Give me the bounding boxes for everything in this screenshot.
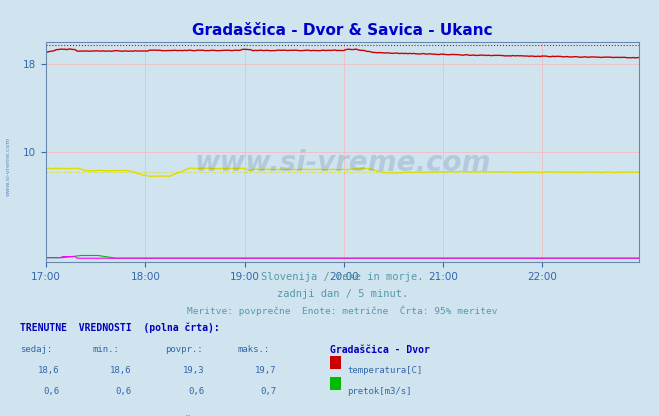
Text: min.:: min.: xyxy=(92,345,119,354)
Text: povpr.:: povpr.: xyxy=(165,345,202,354)
Text: www.si-vreme.com: www.si-vreme.com xyxy=(194,149,491,177)
Title: Gradaščica - Dvor & Savica - Ukanc: Gradaščica - Dvor & Savica - Ukanc xyxy=(192,22,493,38)
Text: maks.:: maks.: xyxy=(237,345,270,354)
Text: 0,7: 0,7 xyxy=(261,387,277,396)
Text: 19,3: 19,3 xyxy=(183,366,204,375)
Text: zadnji dan / 5 minut.: zadnji dan / 5 minut. xyxy=(277,289,409,299)
Text: 0,6: 0,6 xyxy=(116,387,132,396)
Text: sedaj:: sedaj: xyxy=(20,345,52,354)
Text: Meritve: povprečne  Enote: metrične  Črta: 95% meritev: Meritve: povprečne Enote: metrične Črta:… xyxy=(187,306,498,316)
Text: TRENUTNE  VREDNOSTI  (polna črta):: TRENUTNE VREDNOSTI (polna črta): xyxy=(20,322,219,333)
Text: 18,6: 18,6 xyxy=(38,366,59,375)
Text: Gradaščica - Dvor: Gradaščica - Dvor xyxy=(330,345,430,355)
Text: www.si-vreme.com: www.si-vreme.com xyxy=(6,136,11,196)
Text: 0,6: 0,6 xyxy=(188,387,204,396)
Text: 18,6: 18,6 xyxy=(110,366,132,375)
Text: Slovenija / reke in morje.: Slovenija / reke in morje. xyxy=(262,272,424,282)
Text: pretok[m3/s]: pretok[m3/s] xyxy=(347,387,412,396)
Text: 19,7: 19,7 xyxy=(255,366,277,375)
Text: 0,6: 0,6 xyxy=(43,387,59,396)
Text: temperatura[C]: temperatura[C] xyxy=(347,366,422,375)
